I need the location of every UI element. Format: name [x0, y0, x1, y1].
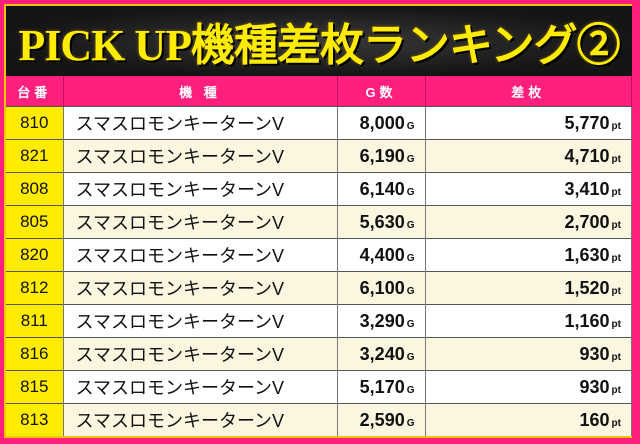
diff-count: 160 pt — [425, 403, 632, 436]
games-unit: G — [406, 384, 415, 396]
header-name: 機 種 — [63, 76, 338, 107]
diff-unit: pt — [611, 252, 621, 264]
machine-name: スマスロモンキーターンV — [63, 139, 338, 173]
diff-value: 930 — [579, 376, 610, 397]
games-unit: G — [406, 318, 415, 330]
diff-value: 4,710 — [564, 145, 610, 166]
games-value: 5,630 — [359, 211, 405, 232]
diff-count: 1,160 pt — [425, 304, 632, 338]
table-row: 810 スマスロモンキーターンV 8,000 G 5,770 pt — [6, 106, 632, 140]
machine-name: スマスロモンキーターンV — [63, 271, 338, 305]
games-count: 5,170 G — [337, 370, 426, 404]
diff-unit: pt — [611, 384, 621, 396]
machine-number: 810 — [6, 106, 64, 140]
games-value: 4,400 — [359, 244, 405, 265]
machine-number: 815 — [6, 370, 64, 404]
machine-name: スマスロモンキーターンV — [63, 172, 338, 206]
diff-value: 160 — [579, 409, 610, 430]
machine-name: スマスロモンキーターンV — [63, 403, 338, 436]
diff-count: 4,710 pt — [425, 139, 632, 173]
games-value: 6,190 — [359, 145, 405, 166]
table-row: 811 スマスロモンキーターンV 3,290 G 1,160 pt — [6, 304, 632, 338]
games-value: 5,170 — [359, 376, 405, 397]
diff-unit: pt — [611, 219, 621, 231]
diff-value: 5,770 — [564, 112, 610, 133]
machine-name: スマスロモンキーターンV — [63, 370, 338, 404]
table-row: 808 スマスロモンキーターンV 6,140 G 3,410 pt — [6, 172, 632, 206]
games-unit: G — [406, 153, 415, 165]
games-count: 2,590 G — [337, 403, 426, 436]
diff-value: 2,700 — [564, 211, 610, 232]
machine-name: スマスロモンキーターンV — [63, 106, 338, 140]
games-value: 6,100 — [359, 277, 405, 298]
machine-number: 813 — [6, 403, 64, 436]
diff-value: 1,520 — [564, 277, 610, 298]
diff-value: 1,160 — [564, 310, 610, 331]
machine-number: 821 — [6, 139, 64, 173]
diff-value: 3,410 — [564, 178, 610, 199]
games-count: 8,000 G — [337, 106, 426, 140]
games-unit: G — [406, 219, 415, 231]
games-unit: G — [406, 285, 415, 297]
games-count: 6,100 G — [337, 271, 426, 305]
table-row: 816 スマスロモンキーターンV 3,240 G 930 pt — [6, 337, 632, 371]
games-value: 8,000 — [359, 112, 405, 133]
machine-name: スマスロモンキーターンV — [63, 238, 338, 272]
diff-count: 930 pt — [425, 337, 632, 371]
table-row: 805 スマスロモンキーターンV 5,630 G 2,700 pt — [6, 205, 632, 239]
diff-unit: pt — [611, 318, 621, 330]
header-no: 台番 — [6, 76, 64, 107]
diff-value: 930 — [579, 343, 610, 364]
machine-number: 812 — [6, 271, 64, 305]
diff-count: 2,700 pt — [425, 205, 632, 239]
games-count: 6,140 G — [337, 172, 426, 206]
machine-number: 811 — [6, 304, 64, 338]
machine-number: 808 — [6, 172, 64, 206]
table-row: 813 スマスロモンキーターンV 2,590 G 160 pt — [6, 403, 632, 436]
machine-name: スマスロモンキーターンV — [63, 337, 338, 371]
games-value: 6,140 — [359, 178, 405, 199]
machine-number: 820 — [6, 238, 64, 272]
games-unit: G — [406, 186, 415, 198]
games-unit: G — [406, 120, 415, 132]
games-value: 2,590 — [359, 409, 405, 430]
games-count: 3,290 G — [337, 304, 426, 338]
table-row: 812 スマスロモンキーターンV 6,100 G 1,520 pt — [6, 271, 632, 305]
machine-name: スマスロモンキーターンV — [63, 205, 338, 239]
diff-count: 1,630 pt — [425, 238, 632, 272]
games-count: 3,240 G — [337, 337, 426, 371]
diff-count: 5,770 pt — [425, 106, 632, 140]
games-unit: G — [406, 417, 415, 429]
games-unit: G — [406, 252, 415, 264]
games-count: 5,630 G — [337, 205, 426, 239]
header-row: 台番 機 種 G数 差枚 — [6, 76, 632, 107]
diff-unit: pt — [611, 417, 621, 429]
games-count: 4,400 G — [337, 238, 426, 272]
table-row: 821 スマスロモンキーターンV 6,190 G 4,710 pt — [6, 139, 632, 173]
diff-unit: pt — [611, 351, 621, 363]
diff-unit: pt — [611, 186, 621, 198]
diff-value: 1,630 — [564, 244, 610, 265]
header-games: G数 — [337, 76, 426, 107]
machine-number: 816 — [6, 337, 64, 371]
diff-count: 930 pt — [425, 370, 632, 404]
machine-number: 805 — [6, 205, 64, 239]
diff-unit: pt — [611, 153, 621, 165]
games-value: 3,240 — [359, 343, 405, 364]
diff-count: 3,410 pt — [425, 172, 632, 206]
ranking-table: 台番 機 種 G数 差枚 810 スマスロモンキーターンV 8,000 G 5,7… — [6, 76, 632, 436]
diff-unit: pt — [611, 285, 621, 297]
games-count: 6,190 G — [337, 139, 426, 173]
header-diff: 差枚 — [425, 76, 632, 107]
table-row: 820 スマスロモンキーターンV 4,400 G 1,630 pt — [6, 238, 632, 272]
machine-name: スマスロモンキーターンV — [63, 304, 338, 338]
table-row: 815 スマスロモンキーターンV 5,170 G 930 pt — [6, 370, 632, 404]
games-unit: G — [406, 351, 415, 363]
diff-count: 1,520 pt — [425, 271, 632, 305]
games-value: 3,290 — [359, 310, 405, 331]
diff-unit: pt — [611, 120, 621, 132]
page-title: PICK UP機種差枚ランキング② — [6, 6, 632, 76]
